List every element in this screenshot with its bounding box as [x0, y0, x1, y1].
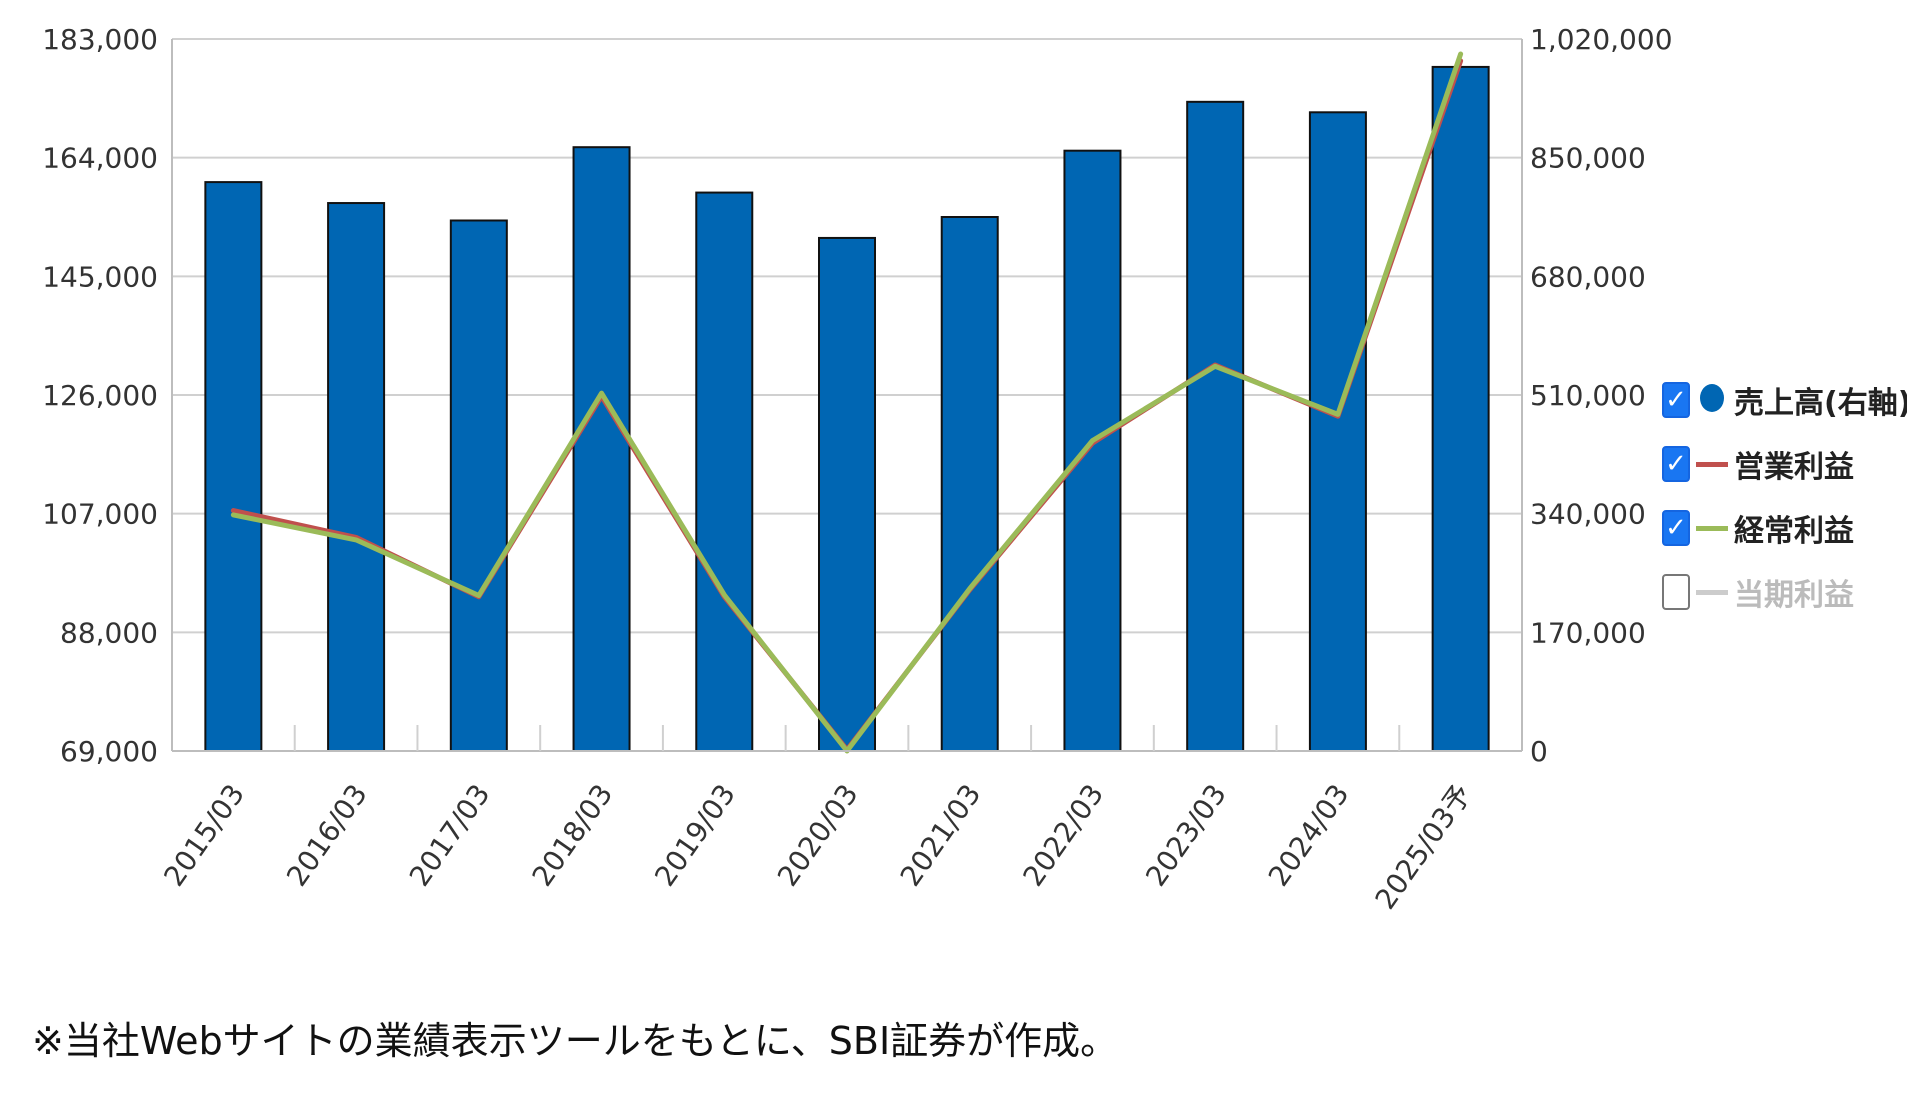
- bar: [204, 181, 263, 753]
- bar: [1308, 111, 1367, 752]
- x-axis-tick-label: 2025/03予: [1369, 778, 1479, 915]
- line-marker-icon: [1696, 500, 1728, 556]
- line-marker-icon: [1696, 436, 1728, 492]
- legend-label-net-profit: 当期利益: [1734, 578, 1854, 613]
- left-axis-tick-label: 107,000: [42, 498, 158, 531]
- bar: [1063, 149, 1122, 752]
- line-marker-icon: [1696, 564, 1728, 620]
- x-axis-tick-label: 2015/03: [157, 778, 251, 892]
- bar: [572, 146, 631, 752]
- left-axis-tick-label: 69,000: [60, 735, 158, 768]
- x-axis-tick-label: 2016/03: [280, 778, 374, 892]
- legend-item-sales[interactable]: ✓ 売上高(右軸): [1662, 372, 1907, 436]
- bar: [449, 219, 508, 753]
- bar: [1431, 65, 1490, 752]
- axes: [171, 39, 1523, 752]
- left-axis-tick-label: 88,000: [60, 616, 158, 649]
- left-axis-tick-label: 164,000: [42, 142, 158, 175]
- right-axis-tick-label: 850,000: [1530, 142, 1646, 175]
- right-axis-tick-label: 340,000: [1530, 498, 1646, 531]
- chart: 183,000 164,000 145,000 126,000 107,000 88,00…: [42, 23, 1673, 915]
- right-axis-tick-label: 680,000: [1530, 260, 1646, 293]
- x-axis-tick-label: 2022/03: [1016, 778, 1110, 892]
- legend-checkbox-sales[interactable]: ✓: [1662, 382, 1690, 418]
- bar: [940, 216, 999, 752]
- right-axis-tick-label: 1,020,000: [1530, 23, 1673, 56]
- legend-label-ordinary-profit: 経常利益: [1734, 514, 1854, 549]
- dot-marker-icon: [1696, 372, 1728, 428]
- bar: [695, 191, 754, 753]
- x-axis-tick-labels: 2015/03 2016/03 2017/03 2018/03 2019/03 2020/…: [157, 778, 1478, 915]
- x-axis-tick-label: 2019/03: [648, 778, 742, 892]
- legend-checkbox-operating-profit[interactable]: ✓: [1662, 446, 1690, 482]
- left-axis-tick-label: 126,000: [42, 379, 158, 412]
- x-axis-tick-label: 2020/03: [771, 778, 865, 892]
- bar: [818, 236, 876, 753]
- source-footnote: ※当社Webサイトの業績表示ツールをもとに、SBI証券が作成。: [32, 1019, 1119, 1063]
- left-axis-tick-labels: 183,000 164,000 145,000 126,000 107,000 88,00…: [42, 23, 158, 768]
- x-axis-tick-label: 2023/03: [1139, 778, 1233, 892]
- bar: [327, 202, 386, 752]
- left-axis-tick-label: 145,000: [42, 260, 158, 293]
- x-axis-tick-label: 2024/03: [1262, 778, 1356, 892]
- legend-item-net-profit[interactable]: 当期利益: [1662, 564, 1902, 628]
- legend-checkbox-net-profit[interactable]: [1662, 574, 1690, 610]
- legend-item-operating-profit[interactable]: ✓ 営業利益: [1662, 436, 1902, 500]
- right-axis-tick-label: 0: [1530, 735, 1548, 768]
- bar-series: [204, 65, 1490, 753]
- legend: ✓ 売上高(右軸) ✓ 営業利益 ✓ 経常利益 当期利益: [1662, 372, 1907, 628]
- right-axis-tick-label: 170,000: [1530, 616, 1646, 649]
- left-axis-tick-label: 183,000: [42, 23, 158, 56]
- right-axis-tick-label: 510,000: [1530, 379, 1646, 412]
- legend-label-operating-profit: 営業利益: [1734, 450, 1854, 485]
- x-axis-tick-label: 2021/03: [894, 778, 988, 892]
- bar: [1186, 100, 1245, 752]
- x-axis-tick-label: 2018/03: [526, 778, 620, 892]
- legend-checkbox-ordinary-profit[interactable]: ✓: [1662, 510, 1690, 546]
- right-axis-tick-labels: 1,020,000 850,000 680,000 510,000 340,000 170…: [1530, 23, 1673, 768]
- legend-item-ordinary-profit[interactable]: ✓ 経常利益: [1662, 500, 1902, 564]
- legend-label-sales: 売上高(右軸): [1734, 386, 1907, 421]
- x-axis-tick-label: 2017/03: [403, 778, 497, 892]
